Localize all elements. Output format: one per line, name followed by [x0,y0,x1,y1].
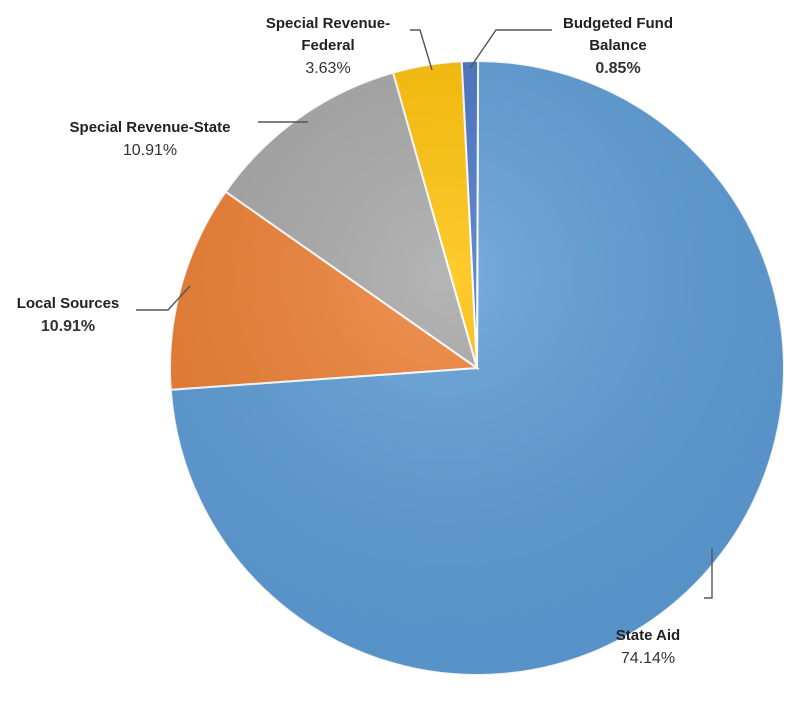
slice-name: State Aid [616,627,680,644]
leader-lines [136,29,713,599]
slice-value: 3.63% [305,60,350,77]
leader-line [704,548,713,599]
slice-labels: State Aid 74.14%Local Sources 10.91%Specia… [17,15,681,667]
slice-label: State Aid 74.14% [616,627,680,667]
slice-label: Special Revenue-State 10.91% [70,119,231,159]
slice-name: Special Revenue-State [70,119,231,136]
leader-line [469,29,552,69]
slice-value: 10.91% [123,142,177,159]
slice-label: Special Revenue- Federal 3.63% [266,15,390,77]
slice-name: Federal [301,37,354,54]
leader-line [410,29,433,71]
slice-value: 74.14% [621,650,675,667]
slice-label: Local Sources 10.91% [17,295,120,335]
slice-value: 0.85% [595,60,640,77]
slice-name: Budgeted Fund [563,15,673,32]
leader-line [136,285,191,311]
slice-name: Local Sources [17,295,120,312]
slice-value: 10.91% [41,318,95,335]
pie-slices [169,59,785,676]
slice-label: Budgeted Fund Balance 0.85% [563,15,673,77]
slice-name: Balance [589,37,647,54]
slice-name: Special Revenue- [266,15,390,32]
